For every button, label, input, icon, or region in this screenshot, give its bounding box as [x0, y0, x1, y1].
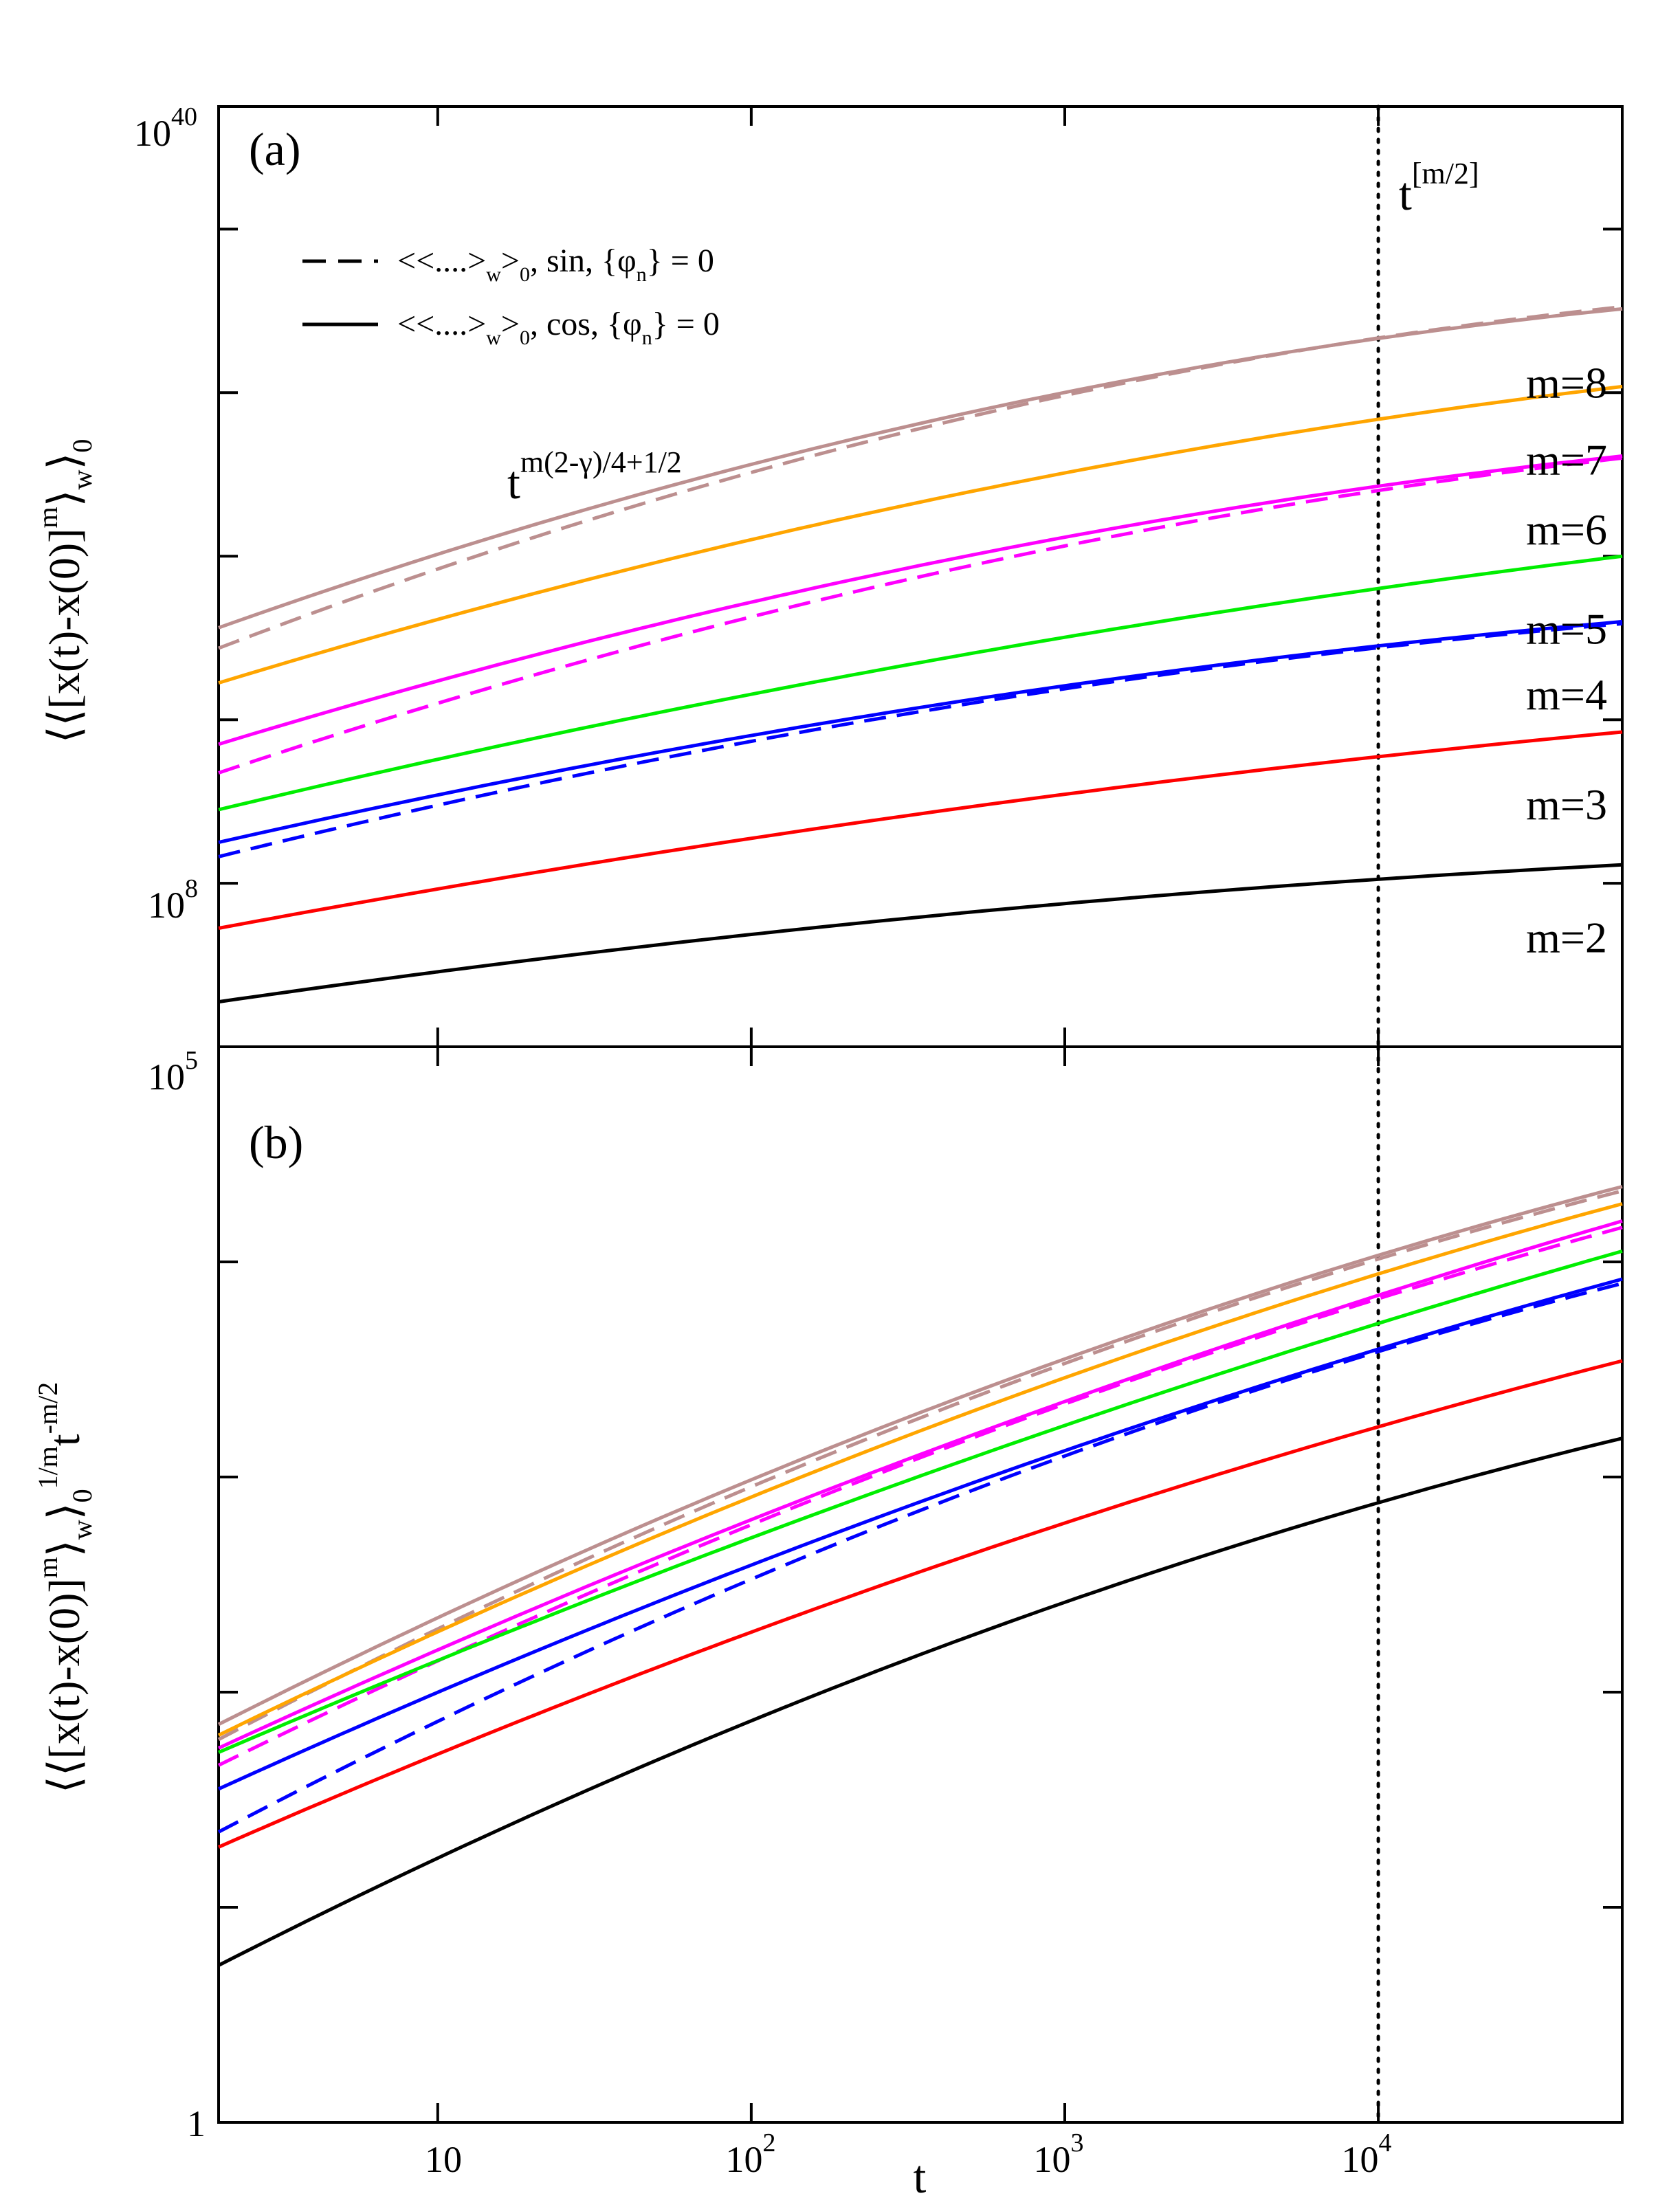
- xtick-label-10: 10: [425, 2139, 462, 2180]
- series-label-m7: m=7: [1526, 436, 1607, 485]
- series-m4-solid: [218, 619, 1623, 845]
- annotation-growth-exponent: tm(2-γ)/4+1/2: [507, 445, 682, 509]
- series-m3-solid: [218, 730, 1623, 930]
- a-ytick-label-top: 1040: [134, 102, 197, 154]
- panel-a-series: [218, 304, 1623, 1004]
- series-m5-solid: [218, 1249, 1623, 1754]
- b-ytick-label-bottom: 1: [187, 2103, 206, 2144]
- series-m5-solid: [218, 554, 1623, 812]
- series-m8-dashed: [218, 304, 1623, 650]
- panel-a-label: (a): [249, 123, 300, 175]
- panel-b: (b) 105 1 ⟨⟨[x(t)-x(0)]m⟩w⟩01/mt-m/2 10 …: [32, 1045, 1624, 2198]
- series-m4-dashed: [217, 1281, 1623, 1834]
- a-ytick-label-bottom: 108: [148, 874, 198, 926]
- panel-a-series-labels: m=8 m=7 m=6 m=5 m=4 m=3 m=2: [1526, 359, 1607, 962]
- series-label-m2: m=2: [1526, 913, 1607, 962]
- a-y-axis-label: ⟨⟨[x(t)-x(0)]m⟩w⟩0: [32, 439, 98, 744]
- series-m3-solid: [217, 1359, 1623, 1849]
- series-label-m3: m=3: [1526, 780, 1607, 829]
- panel-b-ticks: [219, 1047, 1622, 2122]
- series-m4-dashed: [218, 621, 1623, 858]
- series-m6-dashed: [217, 1225, 1623, 1767]
- series-m8-solid: [218, 307, 1623, 630]
- series-label-m6: m=6: [1526, 505, 1607, 554]
- xtick-label-100: 102: [726, 2129, 776, 2180]
- series-m6-dashed: [218, 456, 1623, 775]
- legend: <<....>w>0, sin, {φn} = 0 <<....>w>0, co…: [302, 243, 720, 349]
- series-m2-solid: [218, 863, 1623, 1004]
- annotation-vline-exponent: t[m/2]: [1399, 157, 1479, 220]
- series-label-m4: m=4: [1526, 670, 1607, 719]
- series-m8-solid: [217, 1185, 1623, 1727]
- legend-solid-text: <<....>w>0, cos, {φn} = 0: [397, 306, 720, 349]
- series-m4-solid: [217, 1277, 1623, 1791]
- b-ytick-label-top: 105: [148, 1046, 198, 1098]
- series-m8-dashed: [217, 1189, 1623, 1742]
- panel-a-ticks: [219, 107, 1622, 1047]
- panel-b-frame: [217, 1045, 1624, 2124]
- panel-b-series: [217, 1185, 1623, 1967]
- series-m2-solid: [217, 1436, 1623, 1967]
- legend-dashed-text: <<....>w>0, sin, {φn} = 0: [397, 243, 714, 286]
- xtick-label-10000: 104: [1342, 2129, 1392, 2180]
- series-label-m8: m=8: [1526, 359, 1607, 408]
- panel-a: (a) 1040 108 ⟨⟨[x(t)-x(0)]m⟩w⟩0 <<....>w…: [32, 102, 1624, 1049]
- xtick-label-1000: 103: [1034, 2129, 1084, 2180]
- series-m7-solid: [218, 384, 1623, 685]
- series-m7-solid: [217, 1202, 1623, 1737]
- series-m6-solid: [217, 1219, 1623, 1750]
- panel-b-label: (b): [249, 1116, 303, 1168]
- x-axis-label: t: [914, 2151, 927, 2198]
- b-y-axis-label: ⟨⟨[x(t)-x(0)]m⟩w⟩01/mt-m/2: [32, 1382, 98, 1793]
- series-m6-solid: [218, 454, 1623, 746]
- series-label-m5: m=5: [1526, 605, 1607, 654]
